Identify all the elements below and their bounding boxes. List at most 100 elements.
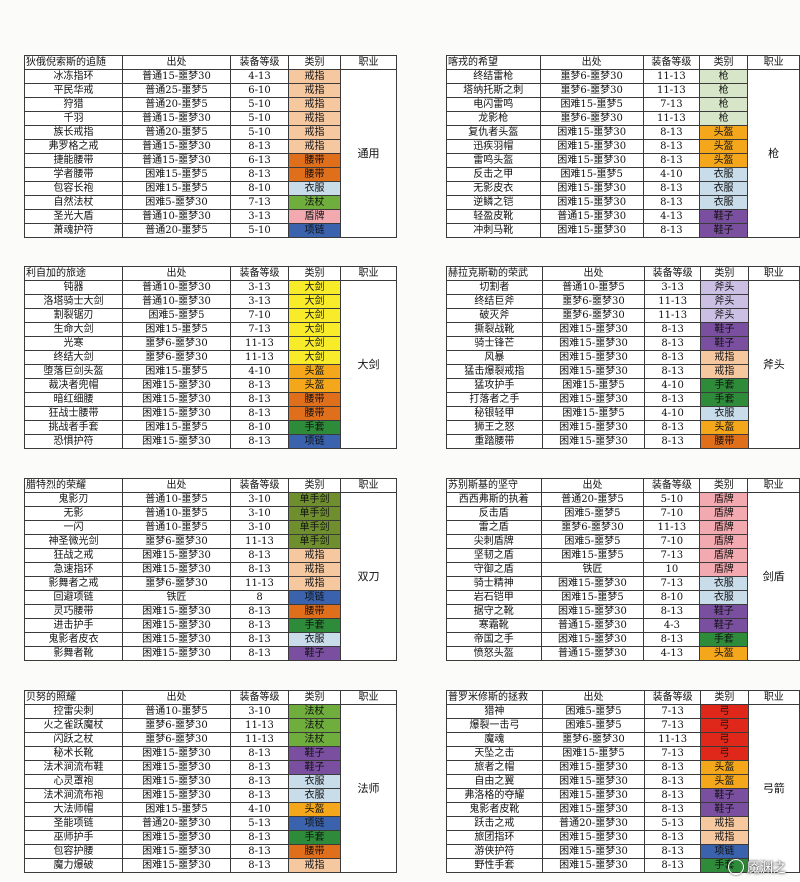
item-type: 头盔: [288, 364, 341, 379]
header-job: 职业: [340, 266, 397, 281]
set-title: 普罗米修斯的拯救: [446, 690, 543, 705]
table-row: 跃击之戒 普通20-噩梦30 5-13 戒指: [446, 816, 800, 831]
item-level: 5-10: [230, 97, 289, 112]
item-type: 鞋子: [288, 746, 341, 761]
set-title: 腊特烈的荣耀: [24, 478, 123, 493]
table-row: 闪跃之杖 噩梦6-噩梦30 11-13 法杖: [24, 732, 397, 747]
item-type: 鞋子: [700, 322, 749, 337]
table-row: 魔力爆破 困难15-噩梦30 8-13 戒指: [24, 858, 397, 873]
item-level: 5-10: [230, 125, 289, 140]
watermark: 魇渊之: [727, 857, 786, 876]
item-name: 狮王之怒: [446, 420, 543, 435]
item-source: 困难15-噩梦30: [122, 562, 231, 577]
item-source: 普通10-噩梦5: [122, 520, 231, 535]
item-name: 学者腰带: [24, 167, 123, 182]
item-type: 衣服: [699, 576, 749, 591]
item-level: 4-10: [230, 802, 289, 817]
table-row: 鬼影者皮靴 困难15-噩梦30 8-13 鞋子: [446, 802, 800, 817]
item-type: 戒指: [700, 364, 749, 379]
item-name: 骑士锋芒: [446, 336, 543, 351]
item-source: 困难15-噩梦5: [541, 746, 646, 761]
item-name: 魔力爆破: [24, 858, 123, 873]
item-level: 8-13: [230, 392, 289, 407]
header-type: 类别: [700, 266, 749, 281]
item-name: 族长戒指: [24, 125, 123, 140]
item-type: 弓: [700, 746, 749, 761]
item-source: 普通10-噩梦5: [122, 704, 231, 719]
item-source: 困难15-噩梦5: [541, 378, 646, 393]
item-source: 普通20-噩梦30: [122, 816, 231, 831]
item-level: 5-10: [230, 111, 289, 126]
item-source: 困难15-噩梦30: [541, 760, 646, 775]
item-type: 法杖: [288, 704, 341, 719]
item-name: 反击之甲: [446, 167, 541, 182]
item-name: 魔魂: [446, 732, 543, 747]
item-source: 困难5-噩梦5: [122, 308, 231, 323]
table-row: 冰冻指环 普通15-噩梦30 4-13 戒指 通用: [24, 69, 397, 238]
item-name: 一闪: [24, 520, 123, 535]
item-source: 困难15-噩梦30: [541, 392, 646, 407]
header-level: 装备等级: [230, 478, 289, 493]
item-level: 7-13: [230, 195, 289, 210]
item-source: 困难15-噩梦30: [541, 830, 646, 845]
item-type: 戒指: [288, 83, 341, 98]
item-type: 头盔: [288, 378, 341, 393]
item-level: 8-13: [230, 632, 289, 647]
item-level: 8-13: [230, 830, 289, 845]
item-source: 困难15-噩梦30: [541, 802, 646, 817]
item-level: 4-10: [644, 378, 702, 393]
table-row: 尖刺盾牌 困难5-噩梦5 7-10 盾牌: [446, 534, 800, 549]
item-level: 8-13: [230, 167, 289, 182]
set-title: 苏别斯基的坚守: [446, 478, 542, 493]
table-row: 鬼影刃 普通10-噩梦5 3-10 单手剑 双刀: [24, 492, 397, 661]
item-name: 野性手套: [446, 858, 543, 873]
item-name: 圣能项链: [24, 816, 123, 831]
item-type: 腰带: [288, 406, 341, 421]
table-row: 天坠之击 困难15-噩梦5 7-13 弓: [446, 746, 800, 761]
item-name: 打落者之手: [446, 392, 543, 407]
header-source: 出处: [541, 266, 646, 281]
item-level: 8: [230, 590, 289, 605]
item-name: 灵巧腰带: [24, 604, 123, 619]
item-level: 8-13: [644, 760, 702, 775]
header-job: 职业: [340, 478, 397, 493]
table-row: 钝器 普通10-噩梦30 3-13 大剑 大剑: [24, 280, 397, 449]
item-name: 自由之翼: [446, 774, 543, 789]
item-name: 坚韧之盾: [446, 548, 542, 563]
table-row: 守御之盾 铁匠 10 盾牌: [446, 562, 800, 577]
header-source: 出处: [541, 690, 646, 705]
item-name: 寒霜靴: [446, 618, 542, 633]
item-level: 8-13: [230, 844, 289, 859]
item-type: 头盔: [700, 420, 749, 435]
item-level: 8-13: [642, 125, 700, 140]
item-source: 噩梦6-噩梦30: [539, 83, 644, 98]
item-level: 4-13: [642, 209, 700, 224]
item-level: 7-13: [643, 548, 701, 563]
table-row: 挑战者手套 困难15-噩梦5 8-10 手套: [24, 420, 397, 435]
item-name: 洛塔骑士大剑: [24, 294, 123, 309]
item-type: 单手剑: [288, 534, 341, 549]
item-type: 衣服: [700, 406, 749, 421]
item-name: 进击护手: [24, 618, 123, 633]
table-row: 回避项链 铁匠 8 项链: [24, 590, 397, 605]
table-row: 包容长袍 困难15-噩梦5 8-10 衣服: [24, 181, 397, 196]
item-name: 挑战者手套: [24, 420, 123, 435]
item-name: 复仇者头盔: [446, 125, 541, 140]
equipment-set-table: 苏别斯基的坚守 出处 装备等级 类别 职业 西西弗斯的执着 普通20-噩梦5 5-10 盾牌 剑盾…: [446, 478, 800, 661]
item-type: 腰带: [288, 153, 341, 168]
item-name: 急速指环: [24, 562, 123, 577]
item-name: 终结巨斧: [446, 294, 543, 309]
item-source: 普通10-噩梦30: [122, 209, 231, 224]
item-type: 戒指: [288, 111, 341, 126]
table-row: 千羽 普通15-噩梦30 5-10 戒指: [24, 111, 397, 126]
item-level: 7-10: [643, 534, 701, 549]
job-label: 通用: [340, 69, 397, 238]
item-type: 单手剑: [288, 520, 341, 535]
equipment-set-table: 利自加的旅途 出处 装备等级 类别 职业 钝器 普通10-噩梦30 3-13 大剑 大剑 洛塔骑士大…: [24, 266, 397, 449]
item-source: 困难15-噩梦30: [122, 746, 231, 761]
item-type: 衣服: [698, 181, 749, 196]
item-source: 普通10-噩梦5: [122, 492, 231, 507]
item-name: 闪跃之杖: [24, 732, 123, 747]
item-type: 腰带: [288, 392, 341, 407]
